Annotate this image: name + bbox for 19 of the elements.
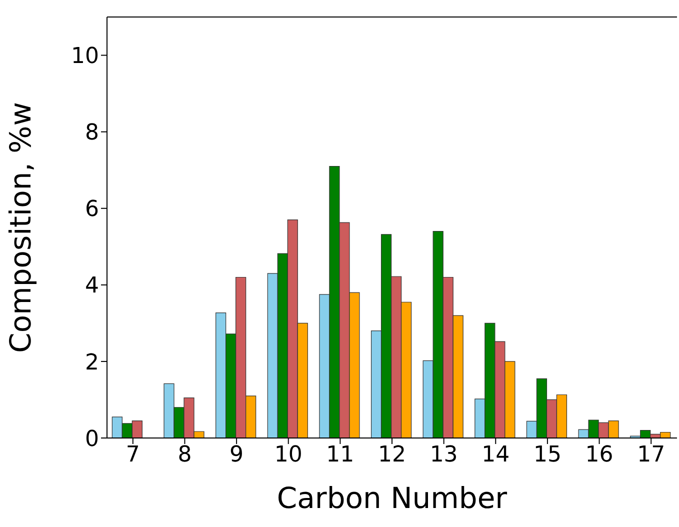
y-axis-title: Composition, %w bbox=[3, 102, 38, 353]
y-tick-label: 8 bbox=[85, 120, 99, 146]
y-tick-label: 0 bbox=[85, 426, 99, 452]
x-tick-label: 7 bbox=[126, 442, 140, 468]
x-tick-label: 15 bbox=[533, 442, 562, 468]
x-axis-title: Carbon Number bbox=[276, 481, 508, 515]
y-tick-label: 10 bbox=[71, 44, 99, 70]
x-tick-label: 17 bbox=[637, 442, 666, 468]
y-tick-label: 2 bbox=[85, 350, 99, 376]
x-tick-label: 11 bbox=[326, 442, 354, 468]
x-tick-label: 12 bbox=[378, 442, 406, 468]
x-tick-label: 10 bbox=[274, 442, 302, 468]
x-tick-label: 14 bbox=[482, 442, 510, 468]
x-tick-label: 8 bbox=[178, 442, 192, 468]
y-tick-label: 4 bbox=[85, 274, 99, 299]
x-tick-label: 9 bbox=[230, 442, 244, 468]
y-tick-label: 6 bbox=[85, 197, 99, 222]
x-tick-label: 13 bbox=[430, 442, 458, 468]
x-tick-label: 16 bbox=[585, 442, 614, 468]
